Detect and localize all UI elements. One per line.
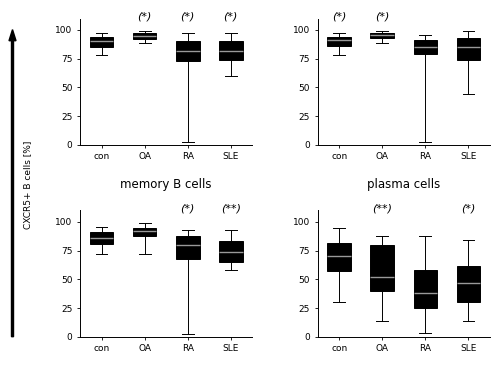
PathPatch shape xyxy=(328,37,351,46)
Title: plasma cells: plasma cells xyxy=(367,178,440,191)
Text: (*): (*) xyxy=(332,12,346,22)
PathPatch shape xyxy=(219,41,242,60)
Text: (*): (*) xyxy=(224,12,238,22)
PathPatch shape xyxy=(370,245,394,291)
Text: (**): (**) xyxy=(372,204,392,214)
PathPatch shape xyxy=(456,38,480,60)
PathPatch shape xyxy=(414,40,437,54)
Text: (*): (*) xyxy=(375,12,390,22)
PathPatch shape xyxy=(219,241,242,262)
PathPatch shape xyxy=(90,37,114,47)
Text: (*): (*) xyxy=(462,204,475,214)
Text: CXCR5+ B cells [%]: CXCR5+ B cells [%] xyxy=(23,141,32,229)
Title: memory B cells: memory B cells xyxy=(120,178,212,191)
PathPatch shape xyxy=(90,232,114,244)
PathPatch shape xyxy=(176,236,200,259)
PathPatch shape xyxy=(133,228,156,236)
PathPatch shape xyxy=(133,33,156,39)
Text: (*): (*) xyxy=(180,12,195,22)
Text: (**): (**) xyxy=(220,204,240,214)
PathPatch shape xyxy=(414,270,437,308)
PathPatch shape xyxy=(370,33,394,38)
PathPatch shape xyxy=(328,243,351,271)
Text: (*): (*) xyxy=(180,204,195,214)
PathPatch shape xyxy=(456,266,480,302)
Text: (*): (*) xyxy=(138,12,152,22)
PathPatch shape xyxy=(176,41,200,61)
